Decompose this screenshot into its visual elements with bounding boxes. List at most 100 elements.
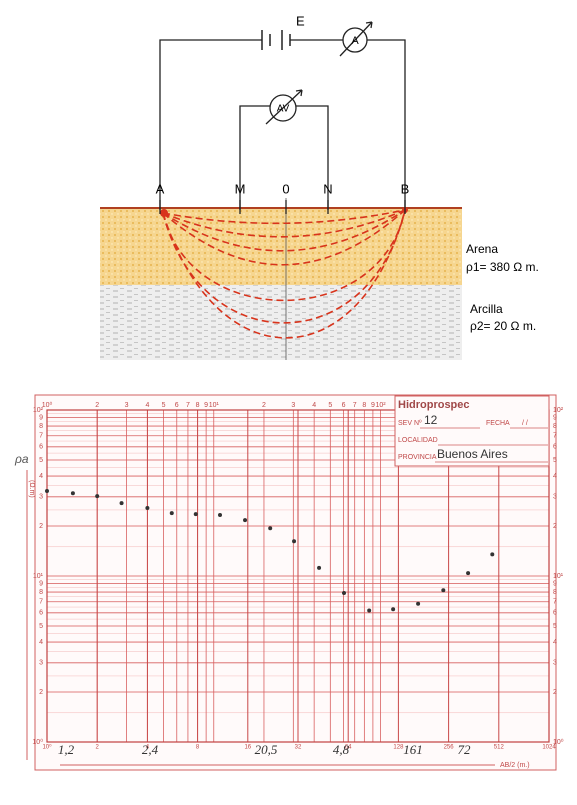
x-tick-label: 2 — [96, 745, 100, 751]
y-tick-label: 3 — [39, 660, 43, 667]
x-tick-label: 4 — [312, 402, 316, 409]
x-tick-label: 32 — [295, 745, 302, 751]
y-tick-label: 10² — [33, 407, 44, 414]
y-tick-label: 8 — [39, 423, 43, 430]
x-tick-label: 10¹ — [209, 402, 220, 409]
y-tick-label: 7 — [553, 599, 557, 606]
x-tick-label: 6 — [175, 402, 179, 409]
layer-name: Arena — [466, 242, 498, 256]
y-tick-label: 9 — [553, 580, 557, 587]
x-tick-label: 9 — [204, 402, 208, 409]
y-axis-unit: (Ω.m) — [28, 480, 35, 498]
y-tick-label: 4 — [39, 473, 43, 480]
paper-title: Hidroprospec — [398, 399, 470, 411]
x-tick-label: 10⁰ — [42, 401, 53, 409]
voltmeter-label: AV — [277, 104, 290, 115]
y-tick-label: 6 — [39, 610, 43, 617]
sand-layer — [100, 208, 462, 285]
data-point — [145, 505, 150, 510]
x-tick-label: 9 — [371, 402, 375, 409]
y-tick-label: 7 — [553, 433, 557, 440]
battery — [261, 30, 291, 50]
handwritten-note: 72 — [458, 742, 472, 757]
x-tick-label: 8 — [362, 402, 366, 409]
electrode-label: A — [156, 181, 165, 196]
x-tick-label: 2 — [95, 402, 99, 409]
x-tick-label: 5 — [162, 402, 166, 409]
data-point — [466, 571, 471, 576]
y-tick-label: 3 — [553, 494, 557, 501]
diagram: E A AV Arena ρ1= 380 Ω m. Arcilla ρ2= 20… — [100, 13, 539, 360]
x-axis-label: AB/2 (m.) — [500, 762, 530, 769]
date: / / — [522, 420, 528, 427]
y-tick-label: 10² — [553, 407, 564, 414]
ammeter-label: A — [351, 35, 359, 47]
x-tick-label: 3 — [125, 402, 129, 409]
x-tick-label: 10⁰ — [42, 744, 52, 751]
data-point — [169, 511, 174, 516]
x-tick-label: 3 — [291, 402, 295, 409]
x-tick-label: 7 — [353, 402, 357, 409]
handwritten-note: 20,5 — [255, 742, 278, 757]
field-label: SEV Nº — [398, 420, 422, 427]
y-tick-label: 8 — [553, 423, 557, 430]
data-point — [391, 607, 396, 612]
y-tick-label: 6 — [553, 610, 557, 617]
electrode-label: N — [323, 181, 332, 196]
y-tick-label: 2 — [39, 689, 43, 696]
plot-frame — [46, 409, 550, 743]
voltage-circuit — [239, 105, 329, 210]
data-point — [218, 513, 223, 518]
data-point — [367, 608, 372, 613]
x-tick-label: 4 — [145, 402, 149, 409]
y-tick-label: 10¹ — [553, 573, 564, 580]
x-tick-label: 10² — [375, 402, 386, 409]
data-point — [317, 565, 322, 570]
form-lines — [420, 427, 548, 463]
data-point — [490, 552, 495, 557]
current-circuit — [159, 39, 406, 210]
x-tick-label: 512 — [494, 745, 505, 751]
layer-name: Arcilla — [470, 302, 503, 316]
handwritten-note: 4,8 — [333, 742, 350, 757]
handwritten-note: 2,4 — [142, 742, 159, 757]
y-tick-label: 9 — [553, 414, 557, 421]
y-tick-label: 4 — [553, 473, 557, 480]
y-tick-label: 10¹ — [33, 573, 44, 580]
electrode-label: B — [401, 181, 410, 196]
y-tick-label: 5 — [553, 457, 557, 464]
data-point — [342, 590, 347, 595]
y-axis-label: ρa — [14, 452, 29, 466]
x-tick-label: 8 — [196, 402, 200, 409]
layer-resistivity: ρ1= 380 Ω m. — [466, 260, 539, 274]
y-tick-label: 9 — [39, 580, 43, 587]
sev-number: 12 — [424, 413, 438, 427]
source-label: E — [296, 13, 305, 28]
data-point — [95, 494, 100, 499]
ammeter-arrow — [339, 21, 373, 57]
x-tick-label: 64 — [345, 745, 352, 751]
y-tick-label: 7 — [39, 599, 43, 606]
y-tick-label: 6 — [553, 444, 557, 451]
data-point — [119, 501, 124, 506]
y-tick-label: 8 — [39, 589, 43, 596]
clay-layer — [100, 285, 462, 360]
field-label: PROVINCIA — [398, 454, 437, 461]
electrode-label: 0 — [282, 181, 289, 196]
x-tick-label: 1024 — [542, 745, 556, 751]
x-tick-label: 16 — [244, 745, 251, 751]
y-tick-label: 10⁰ — [32, 738, 43, 746]
electrode-label: M — [235, 181, 246, 196]
data-point — [70, 491, 75, 496]
data-point — [268, 526, 273, 531]
y-tick-label: 5 — [553, 623, 557, 630]
y-tick-label: 10⁰ — [553, 738, 564, 746]
data-point — [243, 518, 248, 523]
title-box — [394, 395, 550, 467]
data-point — [441, 588, 446, 593]
data-point — [292, 539, 297, 544]
y-tick-label: 2 — [553, 689, 557, 696]
layer-resistivity: ρ2= 20 Ω m. — [470, 319, 536, 333]
